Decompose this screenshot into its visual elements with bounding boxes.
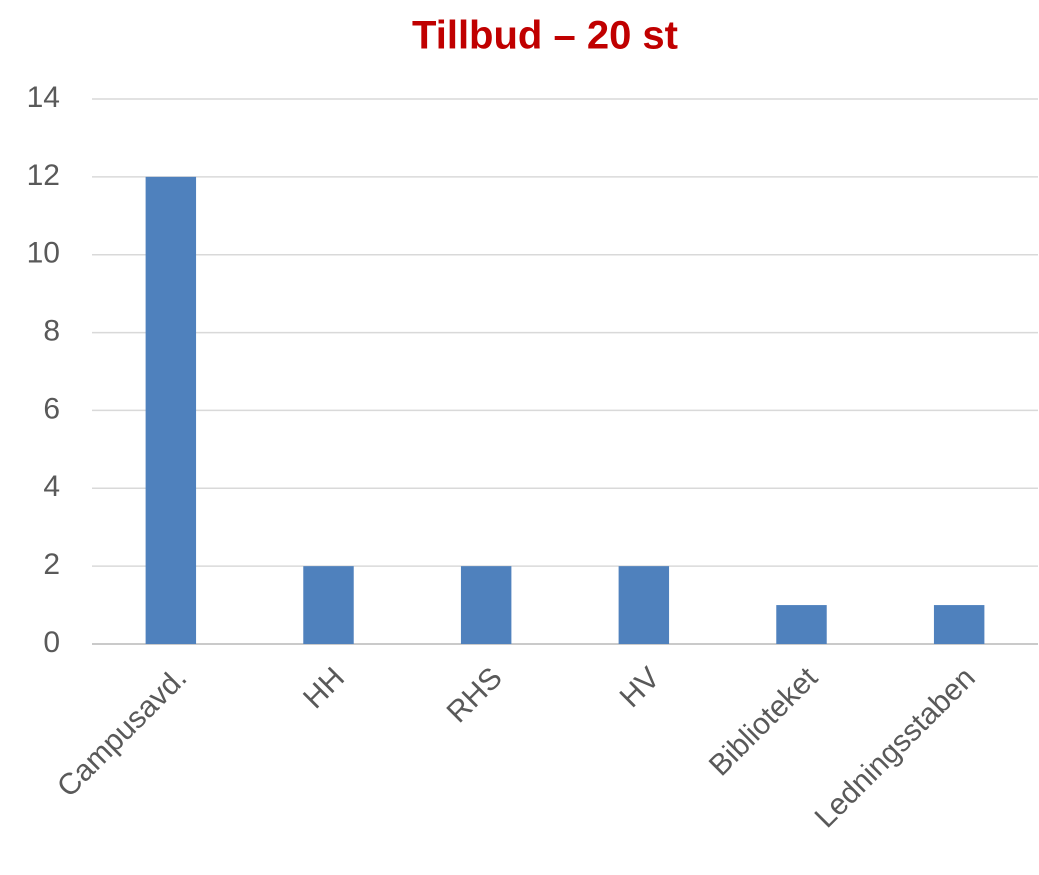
x-tick-label: Biblioteket: [703, 661, 825, 783]
y-tick-label: 12: [27, 159, 60, 192]
bar: [933, 605, 985, 644]
y-tick-label: 8: [43, 314, 60, 347]
x-tick-label: Campusavd.: [51, 661, 193, 803]
x-tick-label: Ledningsstaben: [809, 661, 982, 834]
x-tick-label: HV: [614, 661, 667, 714]
y-tick-label: 14: [27, 81, 60, 114]
bar: [776, 605, 827, 644]
x-tick-label: RHS: [441, 661, 509, 729]
y-tick-label: 6: [43, 392, 60, 425]
y-tick-label: 10: [27, 237, 60, 270]
y-tick-label: 2: [43, 548, 60, 581]
bar: [460, 566, 512, 644]
x-tick-label: HH: [297, 661, 351, 715]
bar: [303, 566, 354, 644]
bar: [618, 566, 670, 644]
y-tick-label: 0: [43, 626, 60, 659]
bar: [145, 176, 197, 644]
chart-title: Tillbud – 20 st: [412, 14, 678, 58]
y-tick-label: 4: [43, 470, 60, 503]
